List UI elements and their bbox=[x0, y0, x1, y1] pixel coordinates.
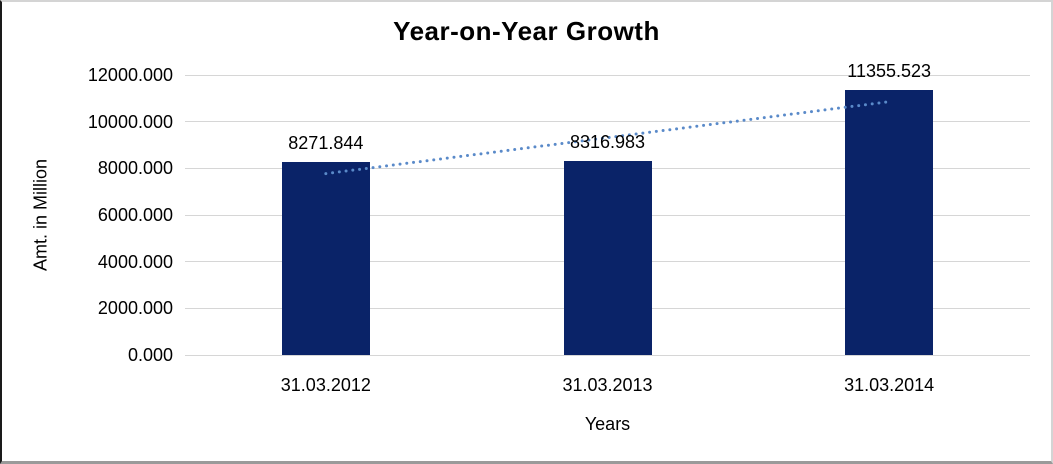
bar bbox=[845, 90, 934, 355]
bar bbox=[563, 160, 652, 355]
trendline-path bbox=[324, 100, 891, 176]
gridline bbox=[185, 74, 1030, 76]
bar-value-label: 11355.523 bbox=[847, 61, 932, 82]
x-tick-label: 31.03.2014 bbox=[844, 375, 935, 395]
x-axis-title: Years bbox=[584, 414, 631, 434]
bar bbox=[281, 162, 370, 355]
y-tick-label: 8000.000 bbox=[97, 158, 173, 179]
bar-value-label: 8316.983 bbox=[569, 131, 646, 152]
x-tick-label: 31.03.2013 bbox=[562, 375, 653, 395]
y-tick-label: 10000.000 bbox=[87, 111, 173, 132]
trendline bbox=[324, 100, 891, 176]
chart-title: Year-on-Year Growth bbox=[393, 16, 660, 46]
y-tick-label: 4000.000 bbox=[97, 251, 173, 272]
y-tick-label: 12000.000 bbox=[87, 65, 173, 85]
bar-value-label: 8271.844 bbox=[288, 132, 364, 153]
gridline bbox=[185, 354, 1030, 356]
gridline bbox=[185, 121, 1030, 123]
y-tick-label: 2000.000 bbox=[97, 298, 173, 319]
plot-area: 8271.844 8316.983 11355.523 bbox=[185, 61, 1030, 356]
x-tick-label: 31.03.2012 bbox=[280, 375, 371, 395]
y-tick-label: 0.000 bbox=[127, 345, 173, 365]
y-tick-label: 6000.000 bbox=[97, 205, 173, 225]
